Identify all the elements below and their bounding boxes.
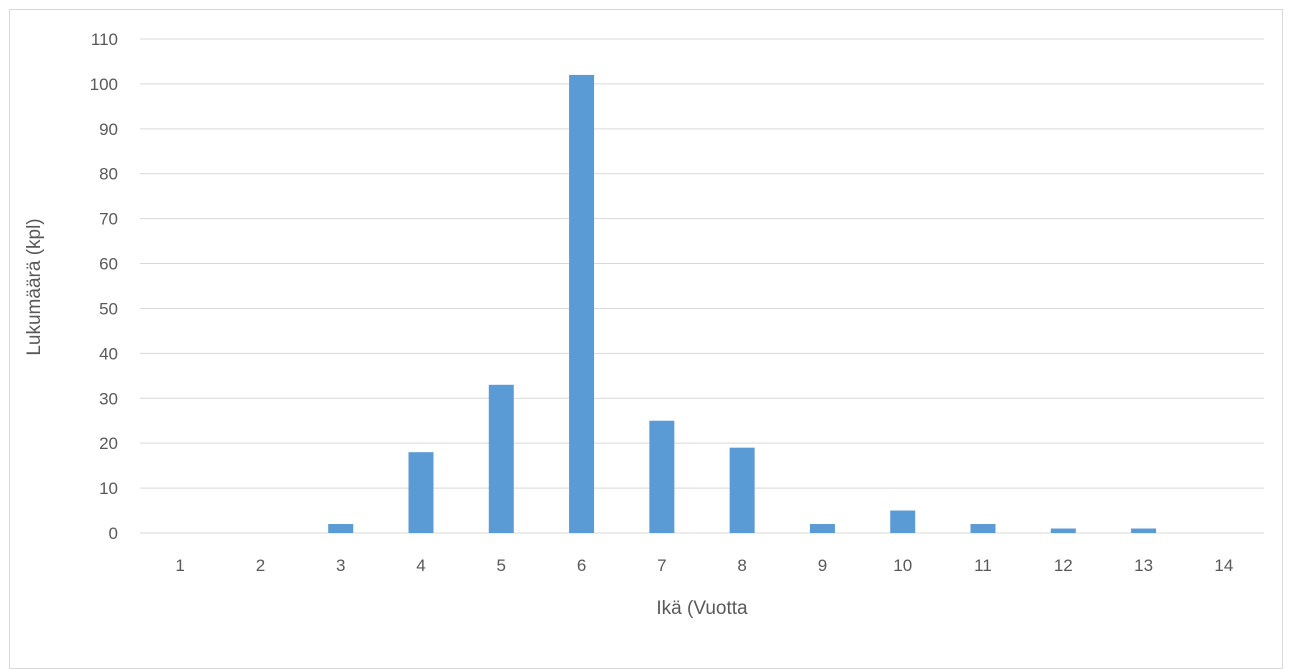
x-tick-label: 3: [336, 556, 345, 575]
y-tick-label: 40: [99, 344, 118, 363]
y-tick-labels: 0 10 20 30 40 50 60 70 80 90 100 110: [90, 30, 118, 543]
y-tick-label: 110: [91, 30, 118, 49]
y-tick-label: 0: [109, 524, 118, 543]
x-axis-title: Ikä (Vuotta: [656, 598, 748, 619]
y-tick-label: 30: [99, 389, 118, 408]
bar-12: [1050, 528, 1076, 533]
x-tick-label: 5: [497, 556, 506, 575]
bar-11: [970, 524, 996, 533]
x-tick-label: 7: [657, 556, 666, 575]
gridlines: [140, 38, 1264, 534]
x-tick-label: 10: [893, 556, 912, 575]
x-tick-label: 9: [818, 556, 827, 575]
y-tick-label: 90: [99, 120, 118, 139]
chart-frame: [9, 9, 1283, 669]
bar-13: [1131, 528, 1157, 533]
y-tick-label: 10: [99, 479, 118, 498]
x-tick-label: 14: [1214, 556, 1233, 575]
bar-9: [809, 524, 835, 533]
bar-3: [328, 524, 354, 533]
x-tick-labels: 1 2 3 4 5 6 7 8 9 10 11 12 13 14: [175, 556, 1233, 575]
y-tick-label: 60: [99, 255, 118, 274]
bar-6: [569, 74, 595, 533]
x-tick-label: 13: [1134, 556, 1153, 575]
bars: [328, 74, 1157, 533]
y-tick-label: 50: [99, 299, 118, 318]
y-axis-title: Lukumäärä (kpl): [24, 218, 45, 355]
y-tick-label: 80: [99, 165, 118, 184]
y-tick-label: 70: [99, 210, 118, 229]
x-tick-label: 12: [1054, 556, 1073, 575]
x-tick-label: 2: [256, 556, 265, 575]
bar-8: [729, 447, 755, 533]
y-tick-label: 100: [90, 75, 118, 94]
y-tick-label: 20: [99, 434, 118, 453]
bar-4: [408, 452, 434, 533]
x-tick-label: 6: [577, 556, 586, 575]
bar-10: [890, 510, 916, 533]
x-tick-label: 4: [416, 556, 425, 575]
x-tick-label: 8: [737, 556, 746, 575]
x-tick-label: 11: [974, 556, 992, 575]
bar-7: [649, 420, 675, 533]
x-tick-label: 1: [175, 556, 184, 575]
bar-5: [488, 384, 514, 533]
